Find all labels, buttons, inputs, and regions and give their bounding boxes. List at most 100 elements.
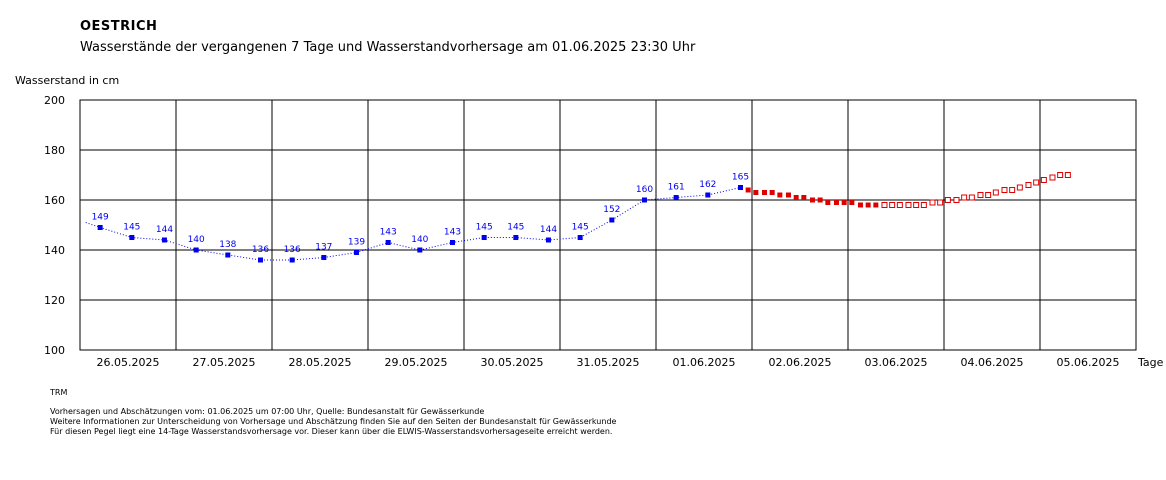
estimate-point	[944, 197, 951, 203]
chart-title: OESTRICH	[80, 19, 158, 34]
measured-value-label: 136	[252, 245, 269, 255]
estimate-point	[1064, 172, 1071, 178]
plot-area	[79, 99, 1137, 351]
y-axis-label: Wasserstand in cm	[15, 74, 120, 87]
forecast-point	[809, 197, 815, 203]
estimate-point	[1009, 187, 1016, 193]
x-tick-label: 02.06.2025	[769, 356, 832, 369]
estimate-point	[913, 202, 920, 208]
estimate-point	[1001, 187, 1008, 193]
estimate-point	[929, 199, 936, 206]
x-tick-label: 05.06.2025	[1057, 356, 1120, 369]
estimate-point	[881, 202, 888, 208]
footer-line-3: Für diesen Pegel liegt eine 14-Tage Wass…	[50, 427, 613, 436]
measured-value-label: 161	[668, 183, 685, 193]
y-tick-label: 140	[44, 244, 65, 257]
estimate-point	[985, 192, 992, 198]
y-tick-label: 200	[44, 94, 65, 107]
x-axis-label: Tage	[1137, 356, 1164, 369]
measured-value-label: 139	[348, 238, 365, 248]
estimate-point	[937, 199, 944, 206]
x-tick-label: 04.06.2025	[961, 356, 1024, 369]
forecast-point	[817, 197, 823, 203]
measured-point	[609, 217, 615, 223]
forecast-point	[849, 200, 855, 205]
measured-point	[673, 195, 679, 200]
x-tick-label: 27.05.2025	[193, 356, 256, 369]
forecast-point	[793, 195, 799, 200]
estimate-point	[1033, 179, 1040, 186]
forecast-point	[769, 190, 775, 195]
estimate-point	[1040, 177, 1047, 183]
measured-value-label: 165	[732, 173, 749, 183]
estimate-point	[920, 202, 927, 208]
estimate-point	[977, 192, 984, 198]
forecast-point	[785, 192, 791, 198]
measured-point	[161, 237, 167, 243]
x-tick-label: 26.05.2025	[97, 356, 160, 369]
chart-subtitle: Wasserstände der vergangenen 7 Tage und …	[80, 40, 696, 55]
measured-point	[545, 237, 551, 243]
forecast-point	[865, 202, 871, 208]
estimate-point	[961, 194, 968, 201]
measured-value-label: 140	[411, 235, 428, 245]
estimate-point	[992, 189, 999, 196]
y-tick-label: 100	[44, 344, 65, 357]
measured-value-label: 145	[476, 223, 493, 233]
forecast-point	[777, 192, 783, 198]
estimate-point	[905, 202, 912, 208]
measured-point	[353, 250, 359, 255]
measured-line	[85, 187, 741, 261]
x-tick-label: 30.05.2025	[481, 356, 544, 369]
measured-value-label: 162	[699, 180, 716, 190]
measured-value-label: 149	[92, 213, 109, 223]
measured-point	[705, 192, 711, 198]
measured-point	[289, 257, 295, 263]
measured-point	[225, 252, 231, 258]
forecast-point	[841, 200, 847, 205]
measured-point	[641, 197, 647, 203]
estimate-point	[1057, 172, 1064, 178]
measured-value-label: 140	[188, 235, 205, 245]
y-tick-label: 180	[44, 144, 65, 157]
forecast-point	[857, 202, 863, 208]
x-tick-label: 29.05.2025	[385, 356, 448, 369]
footer-line-2: Weitere Informationen zur Unterscheidung…	[50, 417, 617, 426]
estimate-point	[1049, 174, 1056, 181]
footer-code: TRM	[50, 388, 68, 397]
estimate-point	[1016, 184, 1023, 191]
measured-value-label: 144	[156, 225, 173, 235]
measured-value-label: 145	[123, 223, 140, 233]
forecast-point	[825, 200, 831, 205]
estimate-point	[968, 194, 975, 201]
measured-point	[417, 247, 423, 253]
footer-line-1: Vorhersagen und Abschätzungen vom: 01.06…	[50, 407, 485, 416]
measured-value-label: 145	[572, 223, 589, 233]
measured-point	[513, 235, 519, 240]
measured-point	[577, 235, 583, 240]
measured-point	[449, 240, 455, 245]
estimate-point	[953, 197, 960, 203]
measured-value-label: 143	[444, 228, 461, 238]
estimate-point	[889, 202, 896, 208]
measured-value-label: 137	[315, 243, 332, 253]
measured-point	[385, 240, 391, 245]
measured-value-label: 152	[603, 205, 620, 215]
estimate-point	[896, 202, 903, 208]
x-tick-label: 28.05.2025	[289, 356, 352, 369]
forecast-point	[761, 190, 767, 195]
forecast-point	[745, 187, 751, 193]
measured-point	[129, 235, 135, 240]
estimate-point	[1025, 182, 1032, 188]
measured-point	[257, 257, 263, 263]
y-tick-label: 160	[44, 194, 65, 207]
measured-value-label: 136	[284, 245, 301, 255]
forecast-point	[833, 200, 839, 205]
measured-point	[193, 247, 199, 253]
measured-point	[737, 185, 743, 190]
measured-point	[481, 235, 487, 240]
measured-value-label: 145	[507, 223, 524, 233]
x-tick-label: 03.06.2025	[865, 356, 928, 369]
measured-value-label: 144	[540, 225, 557, 235]
